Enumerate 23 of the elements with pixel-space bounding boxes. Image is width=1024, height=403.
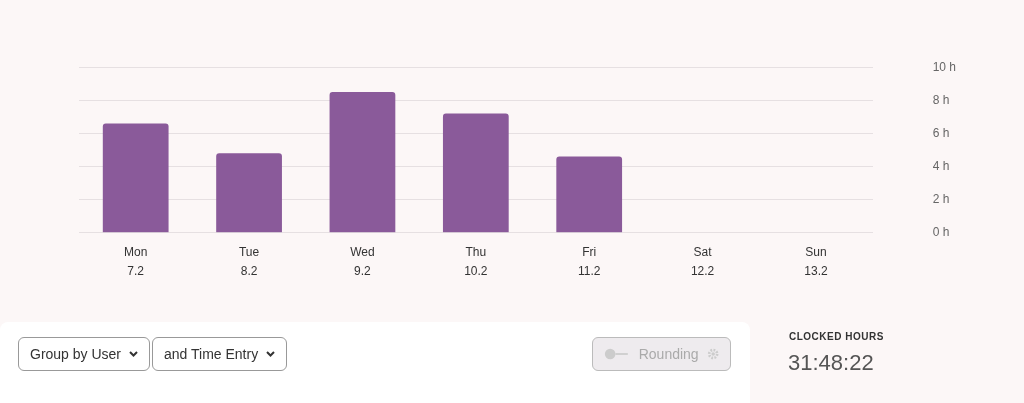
x-tick-label: Wed 9.2: [350, 244, 375, 278]
y-tick-label: 6 h: [932, 125, 950, 140]
bar: [442, 113, 509, 233]
x-tick-label: Mon 7.2: [124, 244, 148, 278]
y-tick-label: 2 h: [932, 191, 950, 206]
bar: [329, 92, 396, 233]
y-tick-label: 10 h: [932, 59, 956, 74]
bar: [102, 123, 169, 233]
text: 31:48:22: [788, 350, 874, 376]
text: Group by User: [30, 346, 122, 362]
x-tick-label: Thu 10.2: [464, 244, 488, 278]
y-tick-label: 8 h: [932, 92, 950, 107]
text: Rounding: [638, 346, 699, 362]
x-tick-label: Fri 11.2: [577, 244, 601, 278]
x-tick-label: Tue 8.2: [238, 244, 260, 278]
text: CLOCKED HOURS: [789, 331, 884, 342]
x-tick-label: Sat 12.2: [690, 244, 715, 278]
x-tick-label: Sun 13.2: [804, 244, 828, 278]
bar: [216, 153, 282, 233]
y-tick-label: 4 h: [932, 158, 950, 173]
text: and Time Entry: [164, 346, 259, 362]
bar: [556, 156, 623, 233]
y-tick-label: 0 h: [932, 225, 950, 240]
